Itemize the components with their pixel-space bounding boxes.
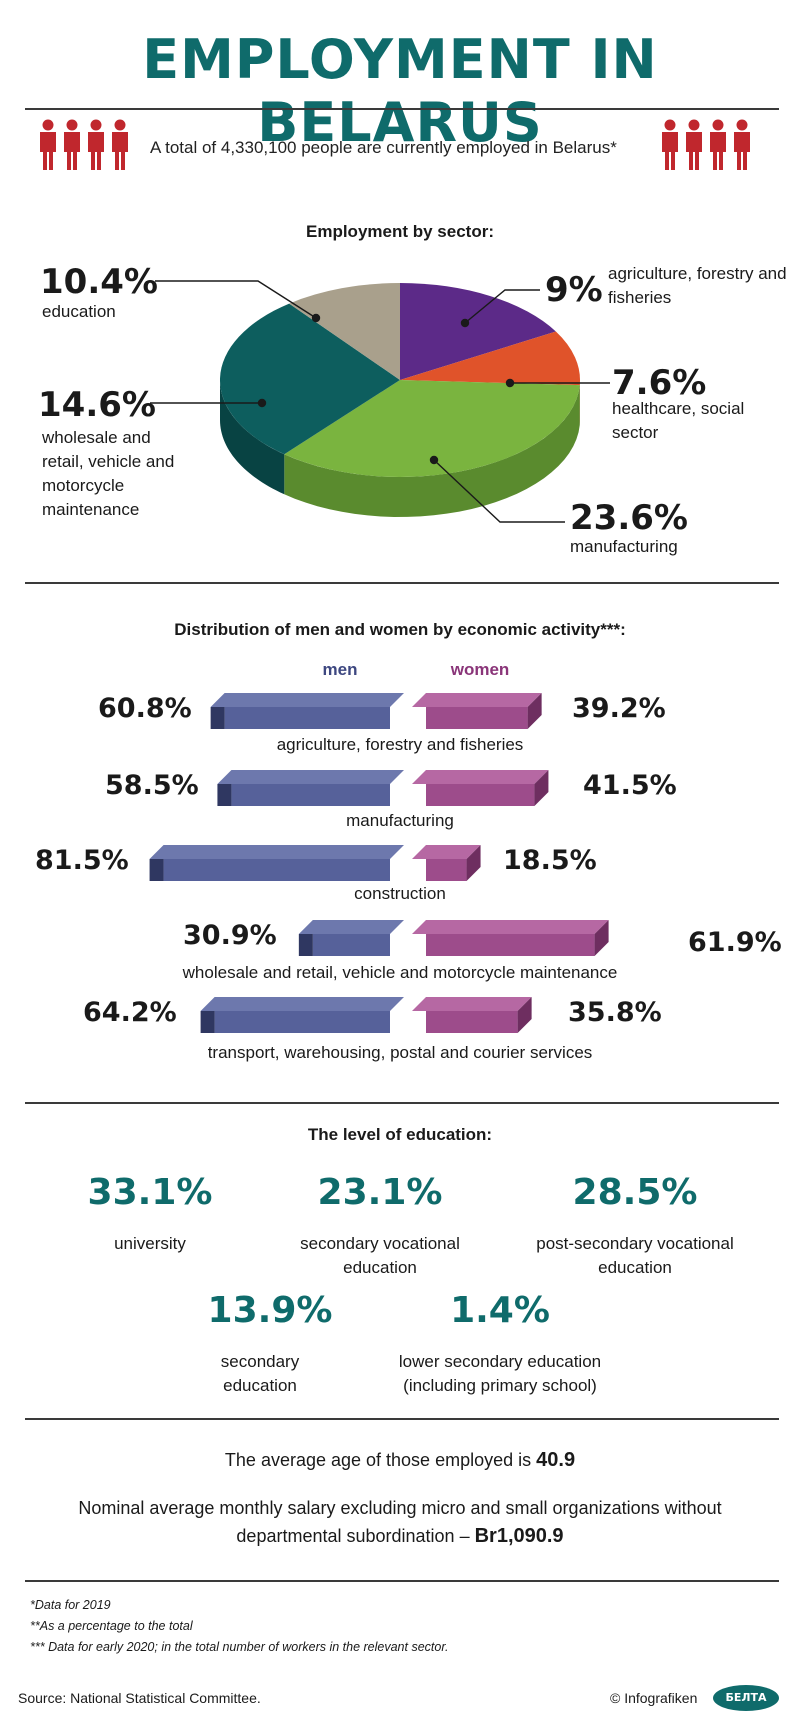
- divider: [25, 1580, 779, 1582]
- pie-pct-manufacturing: 23.6%: [570, 498, 688, 538]
- women-legend: women: [450, 660, 510, 679]
- pie-slice-education: [289, 283, 400, 380]
- edu-label-4: lower secondary education (including pri…: [398, 1352, 602, 1395]
- edu-label-1: secondary vocational education: [300, 1234, 460, 1277]
- men-legend: men: [322, 660, 358, 679]
- belta-logo: БЕЛТА: [713, 1685, 779, 1711]
- activity-label-1: manufacturing: [346, 811, 454, 830]
- divider: [25, 1418, 779, 1420]
- pie-slice-wholesale: [219, 303, 400, 455]
- activity-label-0: agriculture, forestry and fisheries: [276, 735, 524, 754]
- salary-value: Br1,090.9: [474, 1525, 564, 1547]
- men-bar-0: [210, 693, 404, 729]
- pie-pct-agriculture: 9%: [545, 270, 603, 310]
- leader-education: [155, 280, 317, 319]
- women-pct-1: 41.5%: [583, 770, 677, 801]
- pie-top: [219, 283, 580, 477]
- divider: [25, 108, 779, 110]
- men-bar-2: [149, 845, 404, 881]
- women-pct-4: 35.8%: [568, 997, 662, 1028]
- average-age-fact: The average age of those employed is 40.…: [0, 1446, 800, 1474]
- men-pct-0: 60.8%: [98, 693, 192, 724]
- men-pct-3: 30.9%: [183, 920, 277, 951]
- pie-slice-agriculture: [400, 283, 556, 380]
- women-bar-1: [412, 770, 549, 806]
- men-bar-4: [200, 997, 404, 1033]
- women-bar-4: [412, 997, 532, 1033]
- credit-text: © Infografiken: [610, 1690, 698, 1706]
- source-text: Source: National Statistical Committee.: [18, 1690, 261, 1706]
- men-pct-1: 58.5%: [105, 770, 199, 801]
- leader-dot-healthcare: [505, 378, 515, 388]
- leader-agriculture: [464, 289, 540, 324]
- gender-heading: Distribution of men and women by economi…: [174, 620, 626, 639]
- average-age-value: 40.9: [536, 1449, 576, 1471]
- women-pct-0: 39.2%: [572, 693, 666, 724]
- footnote-2: **As a percentage to the total: [30, 1619, 193, 1633]
- edu-label-0: university: [114, 1234, 186, 1253]
- leader-dot-education: [311, 313, 321, 323]
- women-pct-3: 61.9%: [688, 927, 782, 958]
- men-pct-4: 64.2%: [83, 997, 177, 1028]
- leader-manufacturing: [433, 459, 565, 523]
- edu-pct-4: 1.4%: [450, 1290, 550, 1331]
- divider: [25, 1102, 779, 1104]
- leader-dot-agriculture: [460, 318, 470, 328]
- sector-pie-chart: [150, 280, 610, 523]
- edu-pct-1: 23.1%: [317, 1172, 443, 1213]
- women-bar-0: [412, 693, 542, 729]
- edu-pct-3: 13.9%: [207, 1290, 333, 1331]
- pie-label-manufacturing: manufacturing: [570, 537, 678, 556]
- pie-side: [220, 380, 580, 517]
- pie-label-education: education: [42, 302, 116, 321]
- page-title: EMPLOYMENT IN BELARUS: [142, 28, 658, 154]
- activity-label-2: construction: [354, 884, 446, 903]
- men-pct-2: 81.5%: [35, 845, 129, 876]
- pie-pct-wholesale: 14.6%: [38, 385, 156, 425]
- pie-leaders: [150, 280, 610, 523]
- education-heading: The level of education:: [307, 1125, 493, 1144]
- activity-label-4: transport, warehousing, postal and couri…: [207, 1043, 593, 1062]
- pie-side-wholesale: [220, 380, 285, 495]
- pie-slice-manufacturing: [284, 380, 580, 477]
- footnote-3: *** Data for early 2020; in the total nu…: [30, 1640, 449, 1654]
- pie-pct-education: 10.4%: [40, 262, 158, 302]
- edu-label-2: post-secondary vocational education: [536, 1234, 734, 1277]
- women-pct-2: 18.5%: [503, 845, 597, 876]
- salary-fact: Nominal average monthly salary excluding…: [50, 1494, 750, 1550]
- activity-label-3: wholesale and retail, vehicle and motorc…: [182, 963, 618, 982]
- gender-bar-chart: [149, 693, 609, 1033]
- pie-label-wholesale: wholesale and retail, vehicle and motorc…: [42, 428, 175, 519]
- leader-dot-wholesale: [257, 398, 267, 408]
- total-employed-text: A total of 4,330,100 people are currentl…: [150, 138, 617, 157]
- pie-label-agriculture: agriculture, forestry and fisheries: [608, 264, 787, 307]
- average-age-text: The average age of those employed is: [224, 1450, 532, 1470]
- women-bar-2: [412, 845, 481, 881]
- edu-pct-0: 33.1%: [87, 1172, 213, 1213]
- women-bar-3: [412, 920, 609, 956]
- men-bar-3: [298, 920, 404, 956]
- salary-text: Nominal average monthly salary excluding…: [78, 1498, 722, 1546]
- footnote-1: *Data for 2019: [30, 1598, 111, 1612]
- leader-dot-manufacturing: [429, 455, 439, 465]
- pie-slice-healthcare: [400, 331, 580, 386]
- pie-label-healthcare: healthcare, social sector: [612, 399, 745, 442]
- divider: [25, 582, 779, 584]
- sector-heading: Employment by sector:: [306, 222, 494, 241]
- men-bar-1: [217, 770, 404, 806]
- edu-label-3: secondary education: [220, 1352, 300, 1395]
- edu-pct-2: 28.5%: [572, 1172, 698, 1213]
- pie-side-manufacturing: [284, 385, 580, 517]
- pie-pct-healthcare: 7.6%: [612, 363, 707, 403]
